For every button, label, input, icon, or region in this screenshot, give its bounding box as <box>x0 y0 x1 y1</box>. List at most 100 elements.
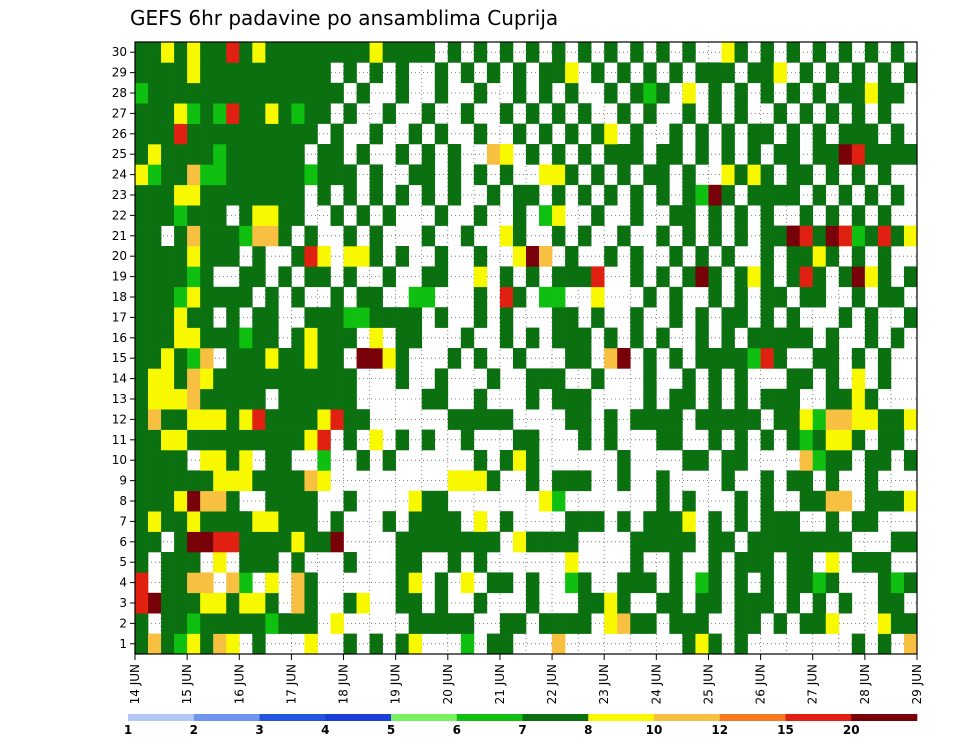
heatmap-cell <box>890 531 905 553</box>
heatmap-cell <box>356 246 370 267</box>
heatmap-cell <box>812 409 827 430</box>
heatmap-cell <box>851 164 866 186</box>
heatmap-cell <box>734 613 748 634</box>
heatmap-cell <box>903 225 918 247</box>
heatmap-cell <box>799 450 814 471</box>
heatmap-cell <box>578 613 592 634</box>
heatmap-cell <box>200 572 214 594</box>
heatmap-cell <box>838 123 853 145</box>
heatmap-cell <box>187 592 201 614</box>
heatmap-cell <box>812 572 827 594</box>
heatmap-cell <box>148 450 162 471</box>
heatmap-cell <box>812 286 827 308</box>
heatmap-cell <box>408 531 423 553</box>
heatmap-cell <box>799 205 814 226</box>
heatmap-cell <box>864 144 879 165</box>
heatmap-cell <box>226 144 240 165</box>
heatmap-cell <box>213 511 227 532</box>
heatmap-cell <box>135 205 149 226</box>
heatmap-cell <box>499 511 514 532</box>
heatmap-cell <box>174 633 188 655</box>
heatmap-cell <box>278 62 292 84</box>
heatmap-cell <box>395 633 409 655</box>
heatmap-cell <box>408 490 423 512</box>
heatmap-cell <box>408 552 423 573</box>
heatmap-cell <box>265 123 279 145</box>
heatmap-cell <box>304 388 318 410</box>
heatmap-cell <box>708 62 722 84</box>
heatmap-cell <box>552 266 566 288</box>
heatmap-cell <box>851 82 866 104</box>
heatmap-cell <box>552 62 566 84</box>
heatmap-cell <box>226 307 240 328</box>
heatmap-cell <box>473 123 488 145</box>
heatmap-cell <box>799 286 814 308</box>
heatmap-cell <box>773 225 787 247</box>
heatmap-cell <box>877 552 892 573</box>
heatmap-cell <box>851 409 866 430</box>
heatmap-cell <box>708 368 722 390</box>
heatmap-cell <box>239 82 253 104</box>
heatmap-cell <box>773 409 787 430</box>
heatmap-cell <box>773 388 787 410</box>
heatmap-cell <box>695 246 709 267</box>
heatmap-cell <box>278 348 292 369</box>
heatmap-cell <box>721 123 735 145</box>
heatmap-cell <box>825 348 840 369</box>
x-tick-label: 17 JUN <box>284 664 298 704</box>
heatmap-cell <box>252 470 266 492</box>
heatmap-cell <box>317 368 331 390</box>
x-tick-label: 25 JUN <box>701 664 715 704</box>
heatmap-cell <box>252 164 266 186</box>
heatmap-cell <box>499 613 514 634</box>
heatmap-cell <box>630 205 644 226</box>
heatmap-cell <box>174 511 188 532</box>
heatmap-cell <box>695 327 709 349</box>
heatmap-cell <box>252 246 266 267</box>
heatmap-cell <box>512 62 527 84</box>
heatmap-cell <box>369 184 383 206</box>
heatmap-cell <box>395 62 409 84</box>
heatmap-cell <box>864 184 879 206</box>
heatmap-cell <box>721 62 735 84</box>
heatmap-cell <box>343 633 357 655</box>
heatmap-cell <box>304 327 318 349</box>
heatmap-cell <box>526 144 540 165</box>
heatmap-cell <box>708 511 722 532</box>
heatmap-cell <box>356 348 370 369</box>
heatmap-cell <box>265 184 279 206</box>
heatmap-cell <box>539 286 553 308</box>
heatmap-cell <box>591 511 605 532</box>
heatmap-cell <box>682 164 696 186</box>
heatmap-cell <box>239 144 253 165</box>
heatmap-cell <box>565 470 579 492</box>
heatmap-cell <box>539 82 553 104</box>
heatmap-cell <box>278 205 292 226</box>
heatmap-cell <box>252 103 266 124</box>
heatmap-cell <box>187 144 201 165</box>
heatmap-cell <box>786 429 800 451</box>
y-tick-label: 28 <box>112 86 127 100</box>
heatmap-cell <box>734 633 748 655</box>
heatmap-cell <box>539 62 553 84</box>
heatmap-cell <box>161 62 175 84</box>
heatmap-cell <box>643 368 657 390</box>
heatmap-cell <box>682 42 696 63</box>
heatmap-cell <box>773 62 787 84</box>
heatmap-cell <box>734 82 748 104</box>
heatmap-cell <box>278 388 292 410</box>
heatmap-cell <box>421 164 436 186</box>
heatmap-cell <box>838 82 853 104</box>
heatmap-cell <box>200 450 214 471</box>
heatmap-cell <box>395 552 409 573</box>
heatmap-cell <box>682 184 696 206</box>
heatmap-cell <box>174 184 188 206</box>
heatmap-cell <box>565 409 579 430</box>
heatmap-cell <box>617 144 631 165</box>
heatmap-cell <box>278 42 292 63</box>
heatmap-cell <box>460 613 475 634</box>
heatmap-cells <box>135 42 918 655</box>
heatmap-cell <box>161 307 175 328</box>
heatmap-cell <box>278 225 292 247</box>
heatmap-cell <box>565 348 579 369</box>
